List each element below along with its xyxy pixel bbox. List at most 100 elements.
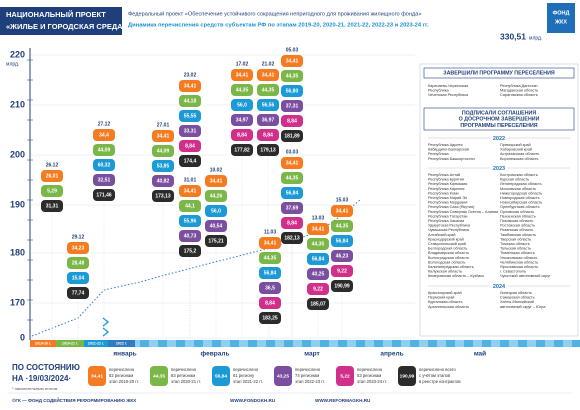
pill [281, 55, 303, 67]
region: Кемеровская область – Кузбасс [428, 274, 484, 278]
legend-text: этап 2021-22 гг. [233, 379, 263, 384]
region: Курская область [500, 178, 529, 182]
pill [257, 99, 279, 111]
pill [179, 140, 201, 152]
pill-value: 34,41 [336, 209, 349, 215]
pill [152, 175, 174, 187]
region: Нижегородская область [500, 191, 542, 195]
panel-heading: О ДОСРОЧНОМ ЗАВЕРШЕНИИ [459, 117, 540, 123]
region: Рязанская область [500, 228, 533, 232]
year-label: 2022 [493, 136, 505, 142]
pill [179, 110, 201, 122]
month-label: апрель [380, 351, 403, 358]
legend-pill [336, 366, 354, 386]
region: Республика Мордовия [428, 201, 468, 205]
pill-total [179, 245, 201, 257]
legend-pill [212, 366, 230, 386]
pill-total [41, 200, 63, 212]
pill-total-value: 174,4 [184, 159, 197, 165]
legend-text: с учётом этапов [419, 373, 451, 378]
pill-total-value: 31,31 [46, 204, 59, 210]
legend-text: 53 регионам [357, 373, 381, 378]
pill [281, 115, 303, 127]
pill-value: 9,22 [313, 287, 323, 293]
stage-label: 2022 г. [116, 342, 127, 346]
region: г. Севастополь [500, 270, 526, 274]
pill [152, 145, 174, 157]
header-band [0, 7, 122, 35]
region: Республика Алтай [428, 173, 460, 177]
region: Республика Дагестан [500, 84, 538, 88]
year-chip [490, 282, 508, 290]
logo-box [547, 3, 575, 33]
pill [179, 185, 201, 197]
pill-total [281, 232, 303, 244]
pill-value: 44,35 [312, 242, 325, 248]
month-label: май [474, 350, 486, 358]
pill-value: 8,84 [185, 144, 195, 150]
pill-value: 40,25 [312, 272, 325, 278]
status-label: ПО СОСТОЯНИЮ [12, 363, 80, 372]
region: Костромская область [500, 173, 538, 177]
pill-value: 34,41 [184, 189, 197, 195]
pill [93, 159, 115, 171]
footer-text: ©ГК — ФОНД СОДЕЙСТВИЯ РЕФОРМИРОВАНИЮ ЖКХ [12, 396, 137, 403]
pill-total-value: 77,74 [72, 291, 85, 297]
pill [205, 190, 227, 202]
legend-text: перечислено [295, 367, 321, 372]
region: Курганская область [428, 300, 463, 304]
pill-total [205, 235, 227, 247]
region: Ярославская область [500, 265, 538, 269]
year-label: 2024 [493, 284, 506, 290]
region: Ставропольский край [428, 242, 466, 246]
year-chip [490, 164, 508, 172]
pill [231, 114, 253, 126]
region: Республика Хакасия [428, 219, 464, 223]
region: Республика [428, 89, 449, 93]
pill [259, 267, 281, 279]
pill [231, 84, 253, 96]
pill-total-value: 183,25 [262, 316, 278, 322]
pill [231, 99, 253, 111]
region: Республика Башкортостан [428, 157, 475, 161]
footer-text: WWW.REFORMAGKH.RU [315, 398, 371, 403]
region: Пермский край [428, 296, 454, 300]
region: автономный округ – Югра [500, 305, 546, 309]
pill-total [331, 280, 353, 292]
pill [259, 282, 281, 294]
pill-value: 55,55 [184, 114, 197, 120]
pill-value: 56,84 [312, 257, 325, 263]
legend-text: этап 2023-24 гг. [357, 379, 387, 384]
pill [179, 230, 201, 242]
legend-pill [274, 366, 292, 386]
pill [179, 95, 201, 107]
legend-text: этап 2022-23 гг. [295, 379, 325, 384]
pill-value: 56,0 [237, 103, 247, 109]
pill [281, 217, 303, 229]
region: Тульская область [500, 247, 531, 251]
pill [281, 85, 303, 97]
region: Тюменская область [500, 251, 535, 255]
pill [205, 220, 227, 232]
pill [152, 160, 174, 172]
region: Алтайский край [428, 233, 456, 237]
column-date: 13.03 [312, 215, 325, 221]
pill-value: 44,35 [286, 74, 299, 80]
pill-value: 44,18 [184, 99, 197, 105]
region: Кабардино-Балкарская [428, 148, 469, 152]
pill-total-value: 179,13 [260, 148, 276, 154]
column-date: 31.01 [184, 177, 197, 183]
region: Томская область [500, 242, 530, 246]
pill-value: 53,85 [157, 164, 170, 170]
pill-value: 34,41 [286, 59, 299, 65]
year-label: 2023 [493, 166, 505, 172]
pill-total [152, 190, 174, 202]
pill [307, 253, 329, 265]
panel-heading: ПРОГРАММЫ ПЕРЕСЕЛЕНИЯ [460, 123, 537, 129]
region: Архангельская область [428, 305, 469, 309]
region: Белгородская область [428, 247, 467, 251]
timeline-segment [30, 340, 56, 347]
region: Оренбургская область [500, 205, 540, 209]
region: Воронежская область [500, 157, 539, 161]
pill-value: 34,41 [210, 179, 223, 185]
